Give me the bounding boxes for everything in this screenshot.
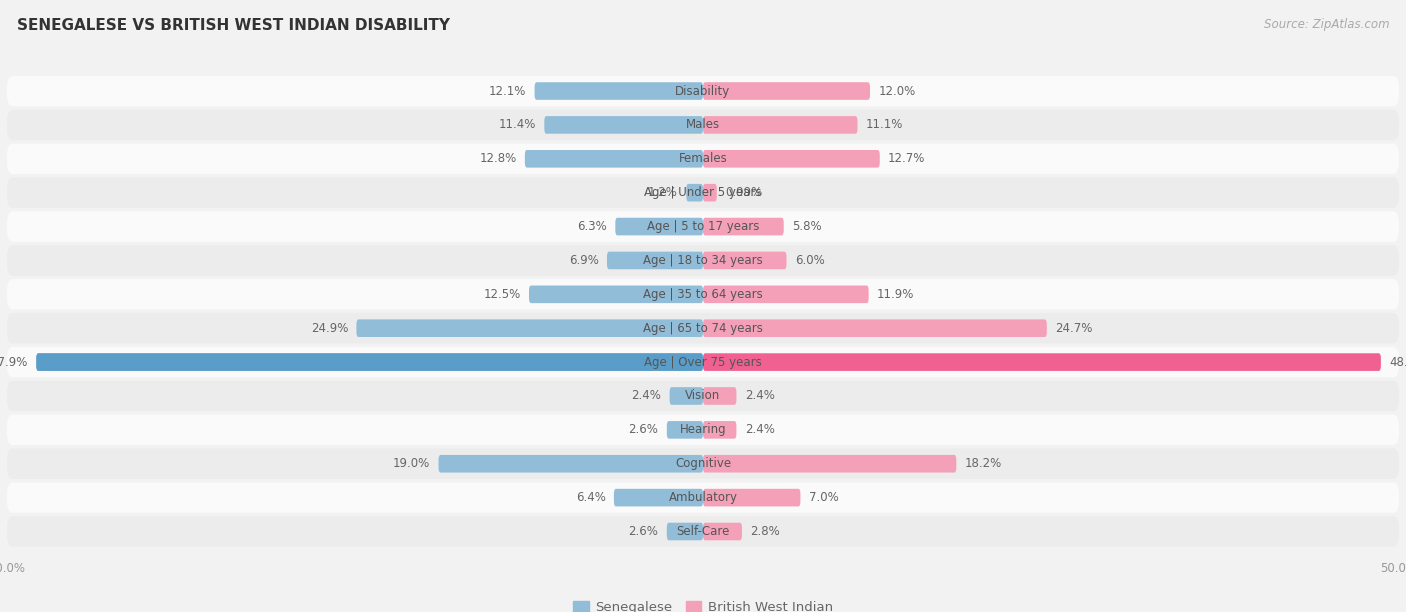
FancyBboxPatch shape — [703, 421, 737, 439]
Text: 2.6%: 2.6% — [628, 424, 658, 436]
FancyBboxPatch shape — [544, 116, 703, 134]
FancyBboxPatch shape — [7, 347, 1399, 378]
Text: 24.7%: 24.7% — [1054, 322, 1092, 335]
FancyBboxPatch shape — [7, 381, 1399, 411]
FancyBboxPatch shape — [439, 455, 703, 472]
FancyBboxPatch shape — [666, 421, 703, 439]
FancyBboxPatch shape — [534, 82, 703, 100]
FancyBboxPatch shape — [7, 279, 1399, 310]
Text: Source: ZipAtlas.com: Source: ZipAtlas.com — [1264, 18, 1389, 31]
Text: SENEGALESE VS BRITISH WEST INDIAN DISABILITY: SENEGALESE VS BRITISH WEST INDIAN DISABI… — [17, 18, 450, 34]
Text: Cognitive: Cognitive — [675, 457, 731, 470]
FancyBboxPatch shape — [703, 455, 956, 472]
FancyBboxPatch shape — [7, 482, 1399, 513]
FancyBboxPatch shape — [686, 184, 703, 201]
FancyBboxPatch shape — [703, 387, 737, 405]
Text: Self-Care: Self-Care — [676, 525, 730, 538]
Text: 2.6%: 2.6% — [628, 525, 658, 538]
Text: Age | Over 75 years: Age | Over 75 years — [644, 356, 762, 368]
Text: Ambulatory: Ambulatory — [668, 491, 738, 504]
FancyBboxPatch shape — [703, 489, 800, 507]
FancyBboxPatch shape — [7, 76, 1399, 106]
Text: 2.4%: 2.4% — [745, 389, 775, 403]
FancyBboxPatch shape — [37, 353, 703, 371]
Legend: Senegalese, British West Indian: Senegalese, British West Indian — [568, 595, 838, 612]
Text: Age | Under 5 years: Age | Under 5 years — [644, 186, 762, 199]
FancyBboxPatch shape — [614, 489, 703, 507]
Text: 2.4%: 2.4% — [745, 424, 775, 436]
Text: 6.0%: 6.0% — [794, 254, 824, 267]
Text: 12.8%: 12.8% — [479, 152, 516, 165]
Text: Hearing: Hearing — [679, 424, 727, 436]
Text: 11.1%: 11.1% — [866, 118, 903, 132]
Text: 6.3%: 6.3% — [578, 220, 607, 233]
Text: 12.0%: 12.0% — [879, 84, 915, 97]
Text: Males: Males — [686, 118, 720, 132]
FancyBboxPatch shape — [7, 110, 1399, 140]
Text: Females: Females — [679, 152, 727, 165]
FancyBboxPatch shape — [356, 319, 703, 337]
FancyBboxPatch shape — [37, 353, 703, 371]
Text: 47.9%: 47.9% — [0, 356, 28, 368]
FancyBboxPatch shape — [703, 82, 870, 100]
Text: Age | 5 to 17 years: Age | 5 to 17 years — [647, 220, 759, 233]
FancyBboxPatch shape — [703, 218, 783, 236]
Text: 5.8%: 5.8% — [792, 220, 821, 233]
FancyBboxPatch shape — [703, 116, 858, 134]
FancyBboxPatch shape — [7, 313, 1399, 343]
FancyBboxPatch shape — [703, 523, 742, 540]
FancyBboxPatch shape — [703, 319, 1047, 337]
Text: Age | 65 to 74 years: Age | 65 to 74 years — [643, 322, 763, 335]
Text: 12.5%: 12.5% — [484, 288, 520, 301]
FancyBboxPatch shape — [7, 414, 1399, 445]
Text: 18.2%: 18.2% — [965, 457, 1002, 470]
FancyBboxPatch shape — [607, 252, 703, 269]
FancyBboxPatch shape — [703, 286, 869, 303]
Text: Age | 35 to 64 years: Age | 35 to 64 years — [643, 288, 763, 301]
Text: 19.0%: 19.0% — [392, 457, 430, 470]
Text: 0.99%: 0.99% — [725, 186, 762, 199]
FancyBboxPatch shape — [666, 523, 703, 540]
Text: Disability: Disability — [675, 84, 731, 97]
Text: 24.9%: 24.9% — [311, 322, 349, 335]
FancyBboxPatch shape — [7, 449, 1399, 479]
FancyBboxPatch shape — [703, 252, 786, 269]
Text: 11.4%: 11.4% — [499, 118, 536, 132]
Text: 7.0%: 7.0% — [808, 491, 838, 504]
Text: 2.4%: 2.4% — [631, 389, 661, 403]
Text: Vision: Vision — [685, 389, 721, 403]
Text: 12.7%: 12.7% — [889, 152, 925, 165]
FancyBboxPatch shape — [7, 144, 1399, 174]
Text: 12.1%: 12.1% — [489, 84, 526, 97]
FancyBboxPatch shape — [616, 218, 703, 236]
FancyBboxPatch shape — [703, 184, 717, 201]
Text: 11.9%: 11.9% — [877, 288, 914, 301]
FancyBboxPatch shape — [7, 177, 1399, 208]
FancyBboxPatch shape — [7, 245, 1399, 275]
FancyBboxPatch shape — [529, 286, 703, 303]
FancyBboxPatch shape — [524, 150, 703, 168]
FancyBboxPatch shape — [7, 517, 1399, 547]
Text: 6.9%: 6.9% — [569, 254, 599, 267]
Text: 2.8%: 2.8% — [751, 525, 780, 538]
Text: 1.2%: 1.2% — [648, 186, 678, 199]
Text: 48.7%: 48.7% — [1389, 356, 1406, 368]
Text: 6.4%: 6.4% — [575, 491, 606, 504]
FancyBboxPatch shape — [7, 211, 1399, 242]
FancyBboxPatch shape — [703, 150, 880, 168]
Text: Age | 18 to 34 years: Age | 18 to 34 years — [643, 254, 763, 267]
FancyBboxPatch shape — [703, 353, 1381, 371]
FancyBboxPatch shape — [669, 387, 703, 405]
